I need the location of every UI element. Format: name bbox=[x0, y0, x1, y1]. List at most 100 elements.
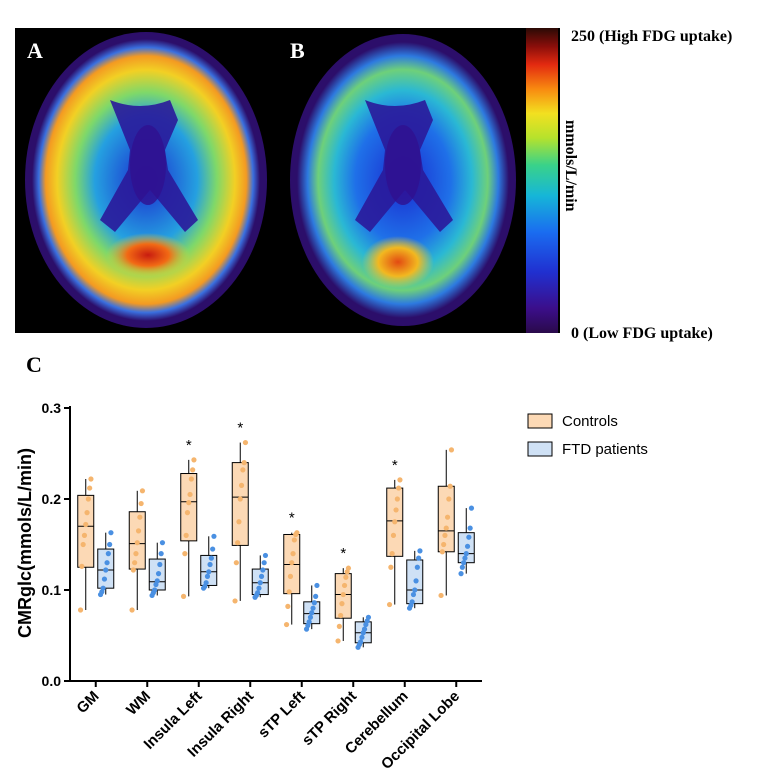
data-point bbox=[441, 541, 447, 548]
data-point bbox=[289, 560, 295, 566]
data-point bbox=[237, 496, 243, 502]
data-point bbox=[313, 593, 319, 599]
data-point bbox=[134, 540, 140, 546]
data-point bbox=[235, 540, 241, 546]
colorbar: 250 (High FDG uptake) 0 (Low FDG uptake)… bbox=[526, 28, 732, 342]
data-point bbox=[81, 532, 88, 539]
box-controls-5 bbox=[334, 565, 352, 644]
brain-scan-a bbox=[25, 32, 267, 328]
box-rect bbox=[77, 494, 95, 568]
data-point bbox=[104, 560, 110, 566]
data-point bbox=[100, 585, 106, 591]
data-point bbox=[184, 510, 191, 516]
legend-swatch-1 bbox=[527, 441, 553, 457]
data-point bbox=[468, 505, 475, 511]
data-point bbox=[458, 571, 464, 577]
significance-star: * bbox=[289, 510, 295, 527]
data-point bbox=[105, 551, 111, 557]
data-point bbox=[256, 585, 262, 591]
data-point bbox=[208, 555, 214, 561]
data-point bbox=[88, 476, 94, 482]
data-point bbox=[459, 564, 465, 570]
data-point bbox=[389, 551, 395, 557]
brain-scan-b bbox=[290, 34, 516, 326]
data-point bbox=[462, 555, 468, 561]
data-point bbox=[392, 519, 398, 525]
box-rect bbox=[180, 473, 198, 542]
data-point bbox=[307, 614, 314, 620]
data-point bbox=[291, 537, 297, 543]
data-point bbox=[448, 447, 455, 453]
data-point bbox=[241, 460, 247, 466]
data-point bbox=[314, 582, 320, 589]
data-point bbox=[414, 564, 420, 570]
data-point bbox=[409, 599, 415, 605]
data-point bbox=[210, 546, 216, 552]
data-point bbox=[388, 564, 394, 570]
data-point bbox=[416, 555, 422, 561]
box-controls-2 bbox=[180, 457, 198, 599]
data-point bbox=[84, 510, 90, 516]
data-point bbox=[152, 587, 158, 593]
data-point bbox=[155, 571, 162, 577]
data-point bbox=[309, 610, 315, 616]
data-point bbox=[232, 598, 238, 604]
data-point bbox=[446, 496, 452, 502]
data-point bbox=[412, 587, 418, 593]
y-tick-label: 0.3 bbox=[42, 400, 62, 416]
data-point bbox=[413, 578, 419, 584]
data-point bbox=[336, 623, 342, 630]
data-point bbox=[345, 565, 352, 571]
data-point bbox=[294, 530, 300, 536]
data-point bbox=[290, 551, 296, 557]
data-point bbox=[158, 551, 164, 557]
data-point bbox=[188, 476, 194, 482]
data-point bbox=[85, 496, 91, 502]
data-point bbox=[311, 600, 317, 606]
boxplot-chart: CMRglc(mmols/L/min) 0.00.10.20.3 GM WMIns… bbox=[15, 400, 482, 773]
data-point bbox=[87, 485, 93, 491]
box-ftd-patients-7 bbox=[457, 505, 475, 577]
data-point bbox=[444, 514, 451, 520]
colorbar-gradient bbox=[526, 28, 558, 333]
box-controls-1 bbox=[128, 488, 146, 613]
box-controls-3 bbox=[231, 439, 249, 604]
legend-swatch-0 bbox=[527, 413, 553, 429]
x-tick-label: sTP Left bbox=[255, 688, 309, 742]
box-controls-6 bbox=[386, 477, 404, 608]
data-point bbox=[283, 621, 290, 628]
data-point bbox=[137, 514, 143, 520]
data-point bbox=[129, 607, 135, 613]
pet-image-panel: A B bbox=[15, 28, 560, 333]
x-tick-label: GM bbox=[73, 688, 102, 717]
data-point bbox=[262, 552, 269, 559]
data-point bbox=[183, 532, 189, 539]
data-point bbox=[466, 534, 472, 540]
data-point bbox=[439, 549, 445, 555]
box-ftd-patients-4 bbox=[303, 582, 321, 632]
data-point bbox=[139, 488, 146, 494]
data-point bbox=[186, 500, 192, 506]
data-point bbox=[447, 483, 453, 489]
data-point bbox=[132, 560, 138, 566]
data-point bbox=[257, 580, 263, 586]
box-ftd-patients-1 bbox=[148, 540, 166, 599]
data-point bbox=[310, 605, 316, 611]
data-point bbox=[204, 573, 211, 579]
boxes bbox=[77, 439, 475, 650]
y-axis-label: CMRglc(mmols/L/min) bbox=[15, 448, 35, 638]
data-point bbox=[79, 563, 85, 569]
box-controls-0 bbox=[77, 476, 95, 613]
data-point bbox=[154, 578, 160, 584]
data-point bbox=[180, 593, 187, 599]
data-point bbox=[157, 561, 163, 568]
significance-star: * bbox=[340, 545, 346, 562]
data-point bbox=[203, 580, 209, 586]
box-ftd-patients-6 bbox=[406, 548, 424, 611]
data-point bbox=[438, 592, 444, 599]
data-point bbox=[410, 591, 417, 598]
legend-label-0: Controls bbox=[562, 413, 618, 430]
data-point bbox=[361, 626, 368, 632]
